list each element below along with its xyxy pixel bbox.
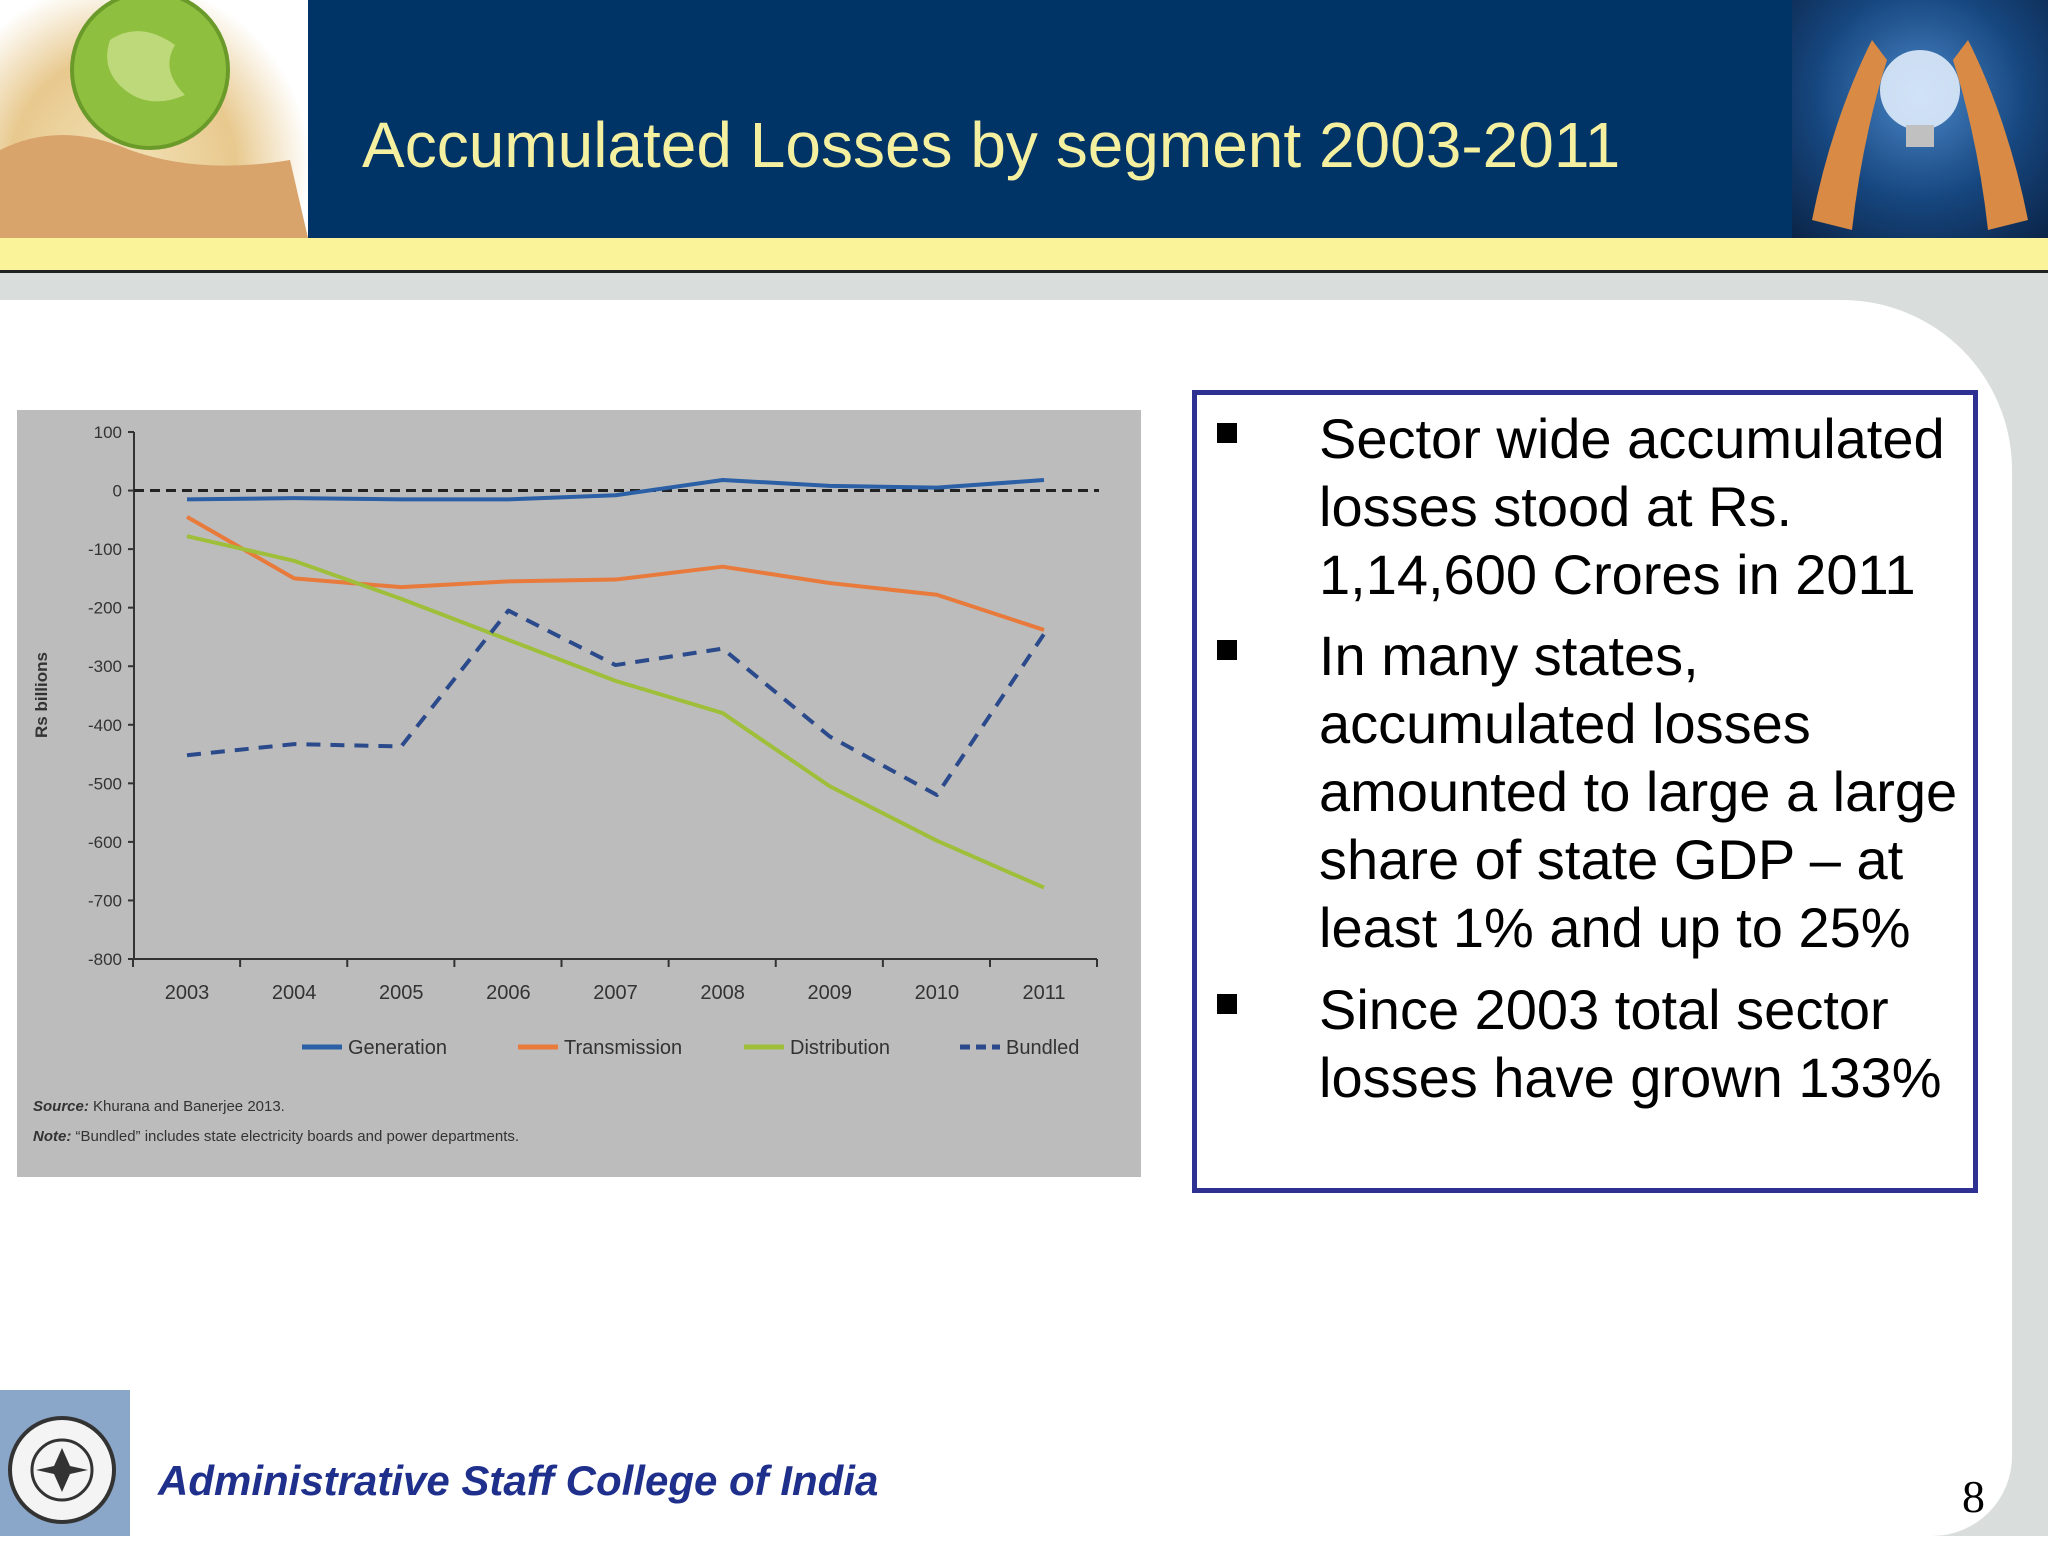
square-bullet-icon bbox=[1217, 423, 1237, 443]
globe-in-hands-image bbox=[0, 0, 308, 238]
legend-label-distribution: Distribution bbox=[790, 1037, 890, 1059]
slide-title: Accumulated Losses by segment 2003-2011 bbox=[362, 109, 1621, 181]
x-tick-label: 2011 bbox=[1022, 982, 1065, 1004]
y-axis-label: Rs billions bbox=[32, 652, 51, 738]
header-accent-strip bbox=[0, 238, 2048, 273]
y-tick-label: 100 bbox=[94, 423, 122, 442]
chart-source-note: Source: Khurana and Banerjee 2013. bbox=[33, 1098, 285, 1115]
bullet-text: Since 2003 total sector losses have grow… bbox=[1319, 978, 1942, 1109]
college-emblem-logo bbox=[0, 1390, 130, 1536]
y-tick-label: -300 bbox=[88, 657, 122, 676]
x-tick-label: 2010 bbox=[915, 982, 960, 1004]
x-tick-label: 2003 bbox=[165, 982, 210, 1004]
chart-bundled-note: Note: “Bundled” includes state electrici… bbox=[33, 1128, 519, 1145]
footer-institution-name: Administrative Staff College of India bbox=[158, 1457, 879, 1504]
y-tick-label: -500 bbox=[88, 774, 122, 793]
bullet-text: In many states, accumulated losses amoun… bbox=[1319, 624, 1958, 959]
x-tick-label: 2009 bbox=[808, 982, 853, 1004]
chart-canvas: 100 0 -100 -200 -300 -400 -500 -600 -700 -800 2003… bbox=[32, 423, 1099, 1145]
losses-chart: 100 0 -100 -200 -300 -400 -500 -600 -700 -800 2003… bbox=[17, 410, 1141, 1177]
page-number: 8 bbox=[1962, 1471, 1985, 1522]
x-tick-label: 2005 bbox=[379, 982, 424, 1004]
globe-icon bbox=[0, 0, 308, 238]
series-line-transmission bbox=[186, 515, 1045, 632]
lightbulb-icon bbox=[1812, 40, 2028, 230]
bullet-text: Sector wide accumulated losses stood at … bbox=[1319, 407, 1945, 606]
series-line-distribution bbox=[186, 534, 1045, 890]
y-tick-label: -100 bbox=[88, 540, 122, 559]
key-points-box: Sector wide accumulated losses stood at … bbox=[1192, 390, 1978, 1193]
lightbulb-in-hands-image bbox=[1792, 0, 2048, 238]
series-line-bundled bbox=[186, 608, 1046, 798]
x-tick-label: 2004 bbox=[272, 982, 317, 1004]
legend-label-generation: Generation bbox=[348, 1037, 447, 1059]
x-tick-label: 2008 bbox=[700, 982, 745, 1004]
series-line-generation bbox=[186, 478, 1045, 502]
y-tick-label: 0 bbox=[113, 482, 122, 501]
legend-label-transmission: Transmission bbox=[564, 1037, 682, 1059]
square-bullet-icon bbox=[1217, 994, 1237, 1014]
square-bullet-icon bbox=[1217, 640, 1237, 660]
emblem-icon bbox=[8, 1416, 116, 1524]
y-tick-label: -200 bbox=[88, 599, 122, 618]
header-bar: Accumulated Losses by segment 2003-2011 bbox=[0, 0, 2048, 238]
y-tick-label: -700 bbox=[88, 891, 122, 910]
legend-label-bundled: Bundled bbox=[1006, 1037, 1079, 1059]
y-tick-label: -600 bbox=[88, 833, 122, 852]
y-tick-label: -400 bbox=[88, 716, 122, 735]
x-tick-label: 2006 bbox=[486, 982, 531, 1004]
y-tick-label: -800 bbox=[88, 950, 122, 969]
x-tick-label: 2007 bbox=[593, 982, 638, 1004]
